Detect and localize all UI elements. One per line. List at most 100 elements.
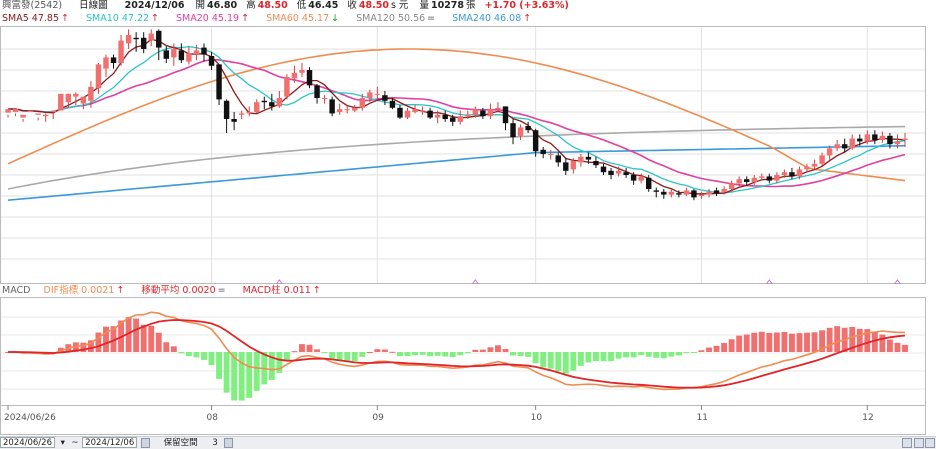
signal-line xyxy=(8,319,906,389)
macd-bar xyxy=(374,349,381,352)
signal-arrow: = xyxy=(217,285,226,296)
candle-body xyxy=(261,100,267,103)
from-date-field[interactable]: 2024/06/26 xyxy=(0,437,55,448)
candle-body xyxy=(442,114,448,119)
keep-space-button[interactable] xyxy=(224,438,234,448)
macd-bar xyxy=(856,328,863,352)
candle-body xyxy=(864,134,871,142)
sma10-legend[interactable]: SMA10 47.22 ↑ xyxy=(86,13,159,24)
hist-legend[interactable]: MACD柱 0.011 ↑ xyxy=(243,285,321,296)
macd-bar xyxy=(404,352,411,357)
candle-body xyxy=(276,98,283,107)
macd-bar xyxy=(87,340,94,352)
candle-body xyxy=(65,93,72,103)
macd-bar xyxy=(645,352,652,357)
candle-body xyxy=(540,149,546,154)
candle-body xyxy=(879,135,886,140)
macd-bar xyxy=(555,352,562,371)
keep-space-value[interactable]: 3 xyxy=(212,438,218,448)
sma10-arrow: ↑ xyxy=(151,13,159,24)
apply-range-button[interactable] xyxy=(140,438,150,448)
macd-bar xyxy=(864,329,871,352)
candle-body xyxy=(58,93,64,111)
candle-body xyxy=(676,193,682,195)
candle-body xyxy=(118,40,124,63)
candle-body xyxy=(457,116,463,122)
macd-bar xyxy=(140,324,147,352)
x-tick-label: 08 xyxy=(207,413,219,423)
signal-legend[interactable]: 移動平均 0.0020 = xyxy=(141,285,225,296)
volume-label: 量 xyxy=(419,0,429,11)
volume-unit: 張 xyxy=(466,0,476,11)
x-tick-label: 12 xyxy=(862,413,873,423)
macd-bar xyxy=(359,352,366,357)
macd-bar xyxy=(585,352,592,363)
from-date-dropdown-icon[interactable]: ▾ xyxy=(60,438,65,448)
macd-bar xyxy=(155,332,162,352)
x-tick-label: 11 xyxy=(696,413,707,423)
macd-bar xyxy=(449,352,456,358)
scroll-left-button[interactable] xyxy=(902,438,912,448)
macd-chart[interactable]: 2024/06/26 08 09 10 11 12 xyxy=(0,297,936,435)
sma60-legend[interactable]: SMA60 45.17 ↓ xyxy=(266,13,339,24)
sma120-label: SMA120 50.56 xyxy=(356,13,426,24)
candle-body xyxy=(532,130,539,152)
macd-bar xyxy=(510,352,516,356)
zoom-button[interactable] xyxy=(914,438,924,448)
sma60-label: SMA60 45.17 xyxy=(266,13,330,24)
candle-body xyxy=(872,134,878,140)
candle-body xyxy=(156,30,162,48)
candle-body xyxy=(811,163,818,167)
quote-header: 興富發(2542) 日線圖 2024/12/06 開 46.80 高 48.50 低… xyxy=(0,0,936,12)
macd-bar xyxy=(57,347,64,352)
macd-bar xyxy=(608,352,614,362)
scroll-right-button[interactable] xyxy=(925,438,935,448)
candle-body xyxy=(344,109,350,111)
candle-body xyxy=(171,49,177,58)
macd-bar xyxy=(675,352,682,356)
macd-bar xyxy=(351,352,358,361)
macd-bar xyxy=(623,352,630,358)
macd-bar xyxy=(532,352,539,364)
candle-body xyxy=(781,172,788,175)
candle-body xyxy=(728,183,735,189)
macd-bar xyxy=(638,352,645,356)
sma20-legend[interactable]: SMA20 45.19 ↑ xyxy=(176,13,249,24)
candle-body xyxy=(472,109,479,115)
candle-body xyxy=(819,155,825,164)
macd-bar xyxy=(487,347,494,352)
candle-body xyxy=(555,155,561,163)
to-date-field[interactable]: 2024/12/06 xyxy=(82,437,138,448)
candle-body xyxy=(133,37,139,40)
candle-body xyxy=(736,179,742,184)
candle-body xyxy=(223,100,230,119)
candle-body xyxy=(487,109,494,117)
candle-body xyxy=(374,93,381,95)
candle-body xyxy=(706,191,712,195)
macd-bar xyxy=(170,346,177,352)
macd-bar xyxy=(593,352,599,362)
macd-bar xyxy=(472,349,479,352)
candle-body xyxy=(646,177,652,189)
sma5-legend[interactable]: SMA5 47.85 ↑ xyxy=(2,13,69,24)
candle-body xyxy=(103,57,109,69)
macd-bar xyxy=(457,352,464,356)
close-label: 收 xyxy=(347,0,357,11)
sma240-legend[interactable]: SMA240 46.08 ↑ xyxy=(452,13,531,24)
candle-body xyxy=(419,110,426,112)
macd-bar xyxy=(540,352,547,368)
macd-bar xyxy=(201,352,207,360)
dif-legend[interactable]: DIF指標 0.0021 ↑ xyxy=(44,285,125,296)
macd-bar xyxy=(721,343,728,352)
macd-bar xyxy=(238,352,245,401)
macd-bar xyxy=(185,352,192,357)
macd-bar xyxy=(653,352,660,358)
sma120-arrow: = xyxy=(427,13,436,24)
candle-body xyxy=(563,162,569,171)
price-chart[interactable] xyxy=(0,26,936,284)
low-value: 46.45 xyxy=(308,0,339,11)
sma120-legend[interactable]: SMA120 50.56 = xyxy=(356,13,435,24)
macd-bar xyxy=(178,352,185,354)
candle-body xyxy=(751,177,757,182)
sma120-line xyxy=(7,125,906,190)
